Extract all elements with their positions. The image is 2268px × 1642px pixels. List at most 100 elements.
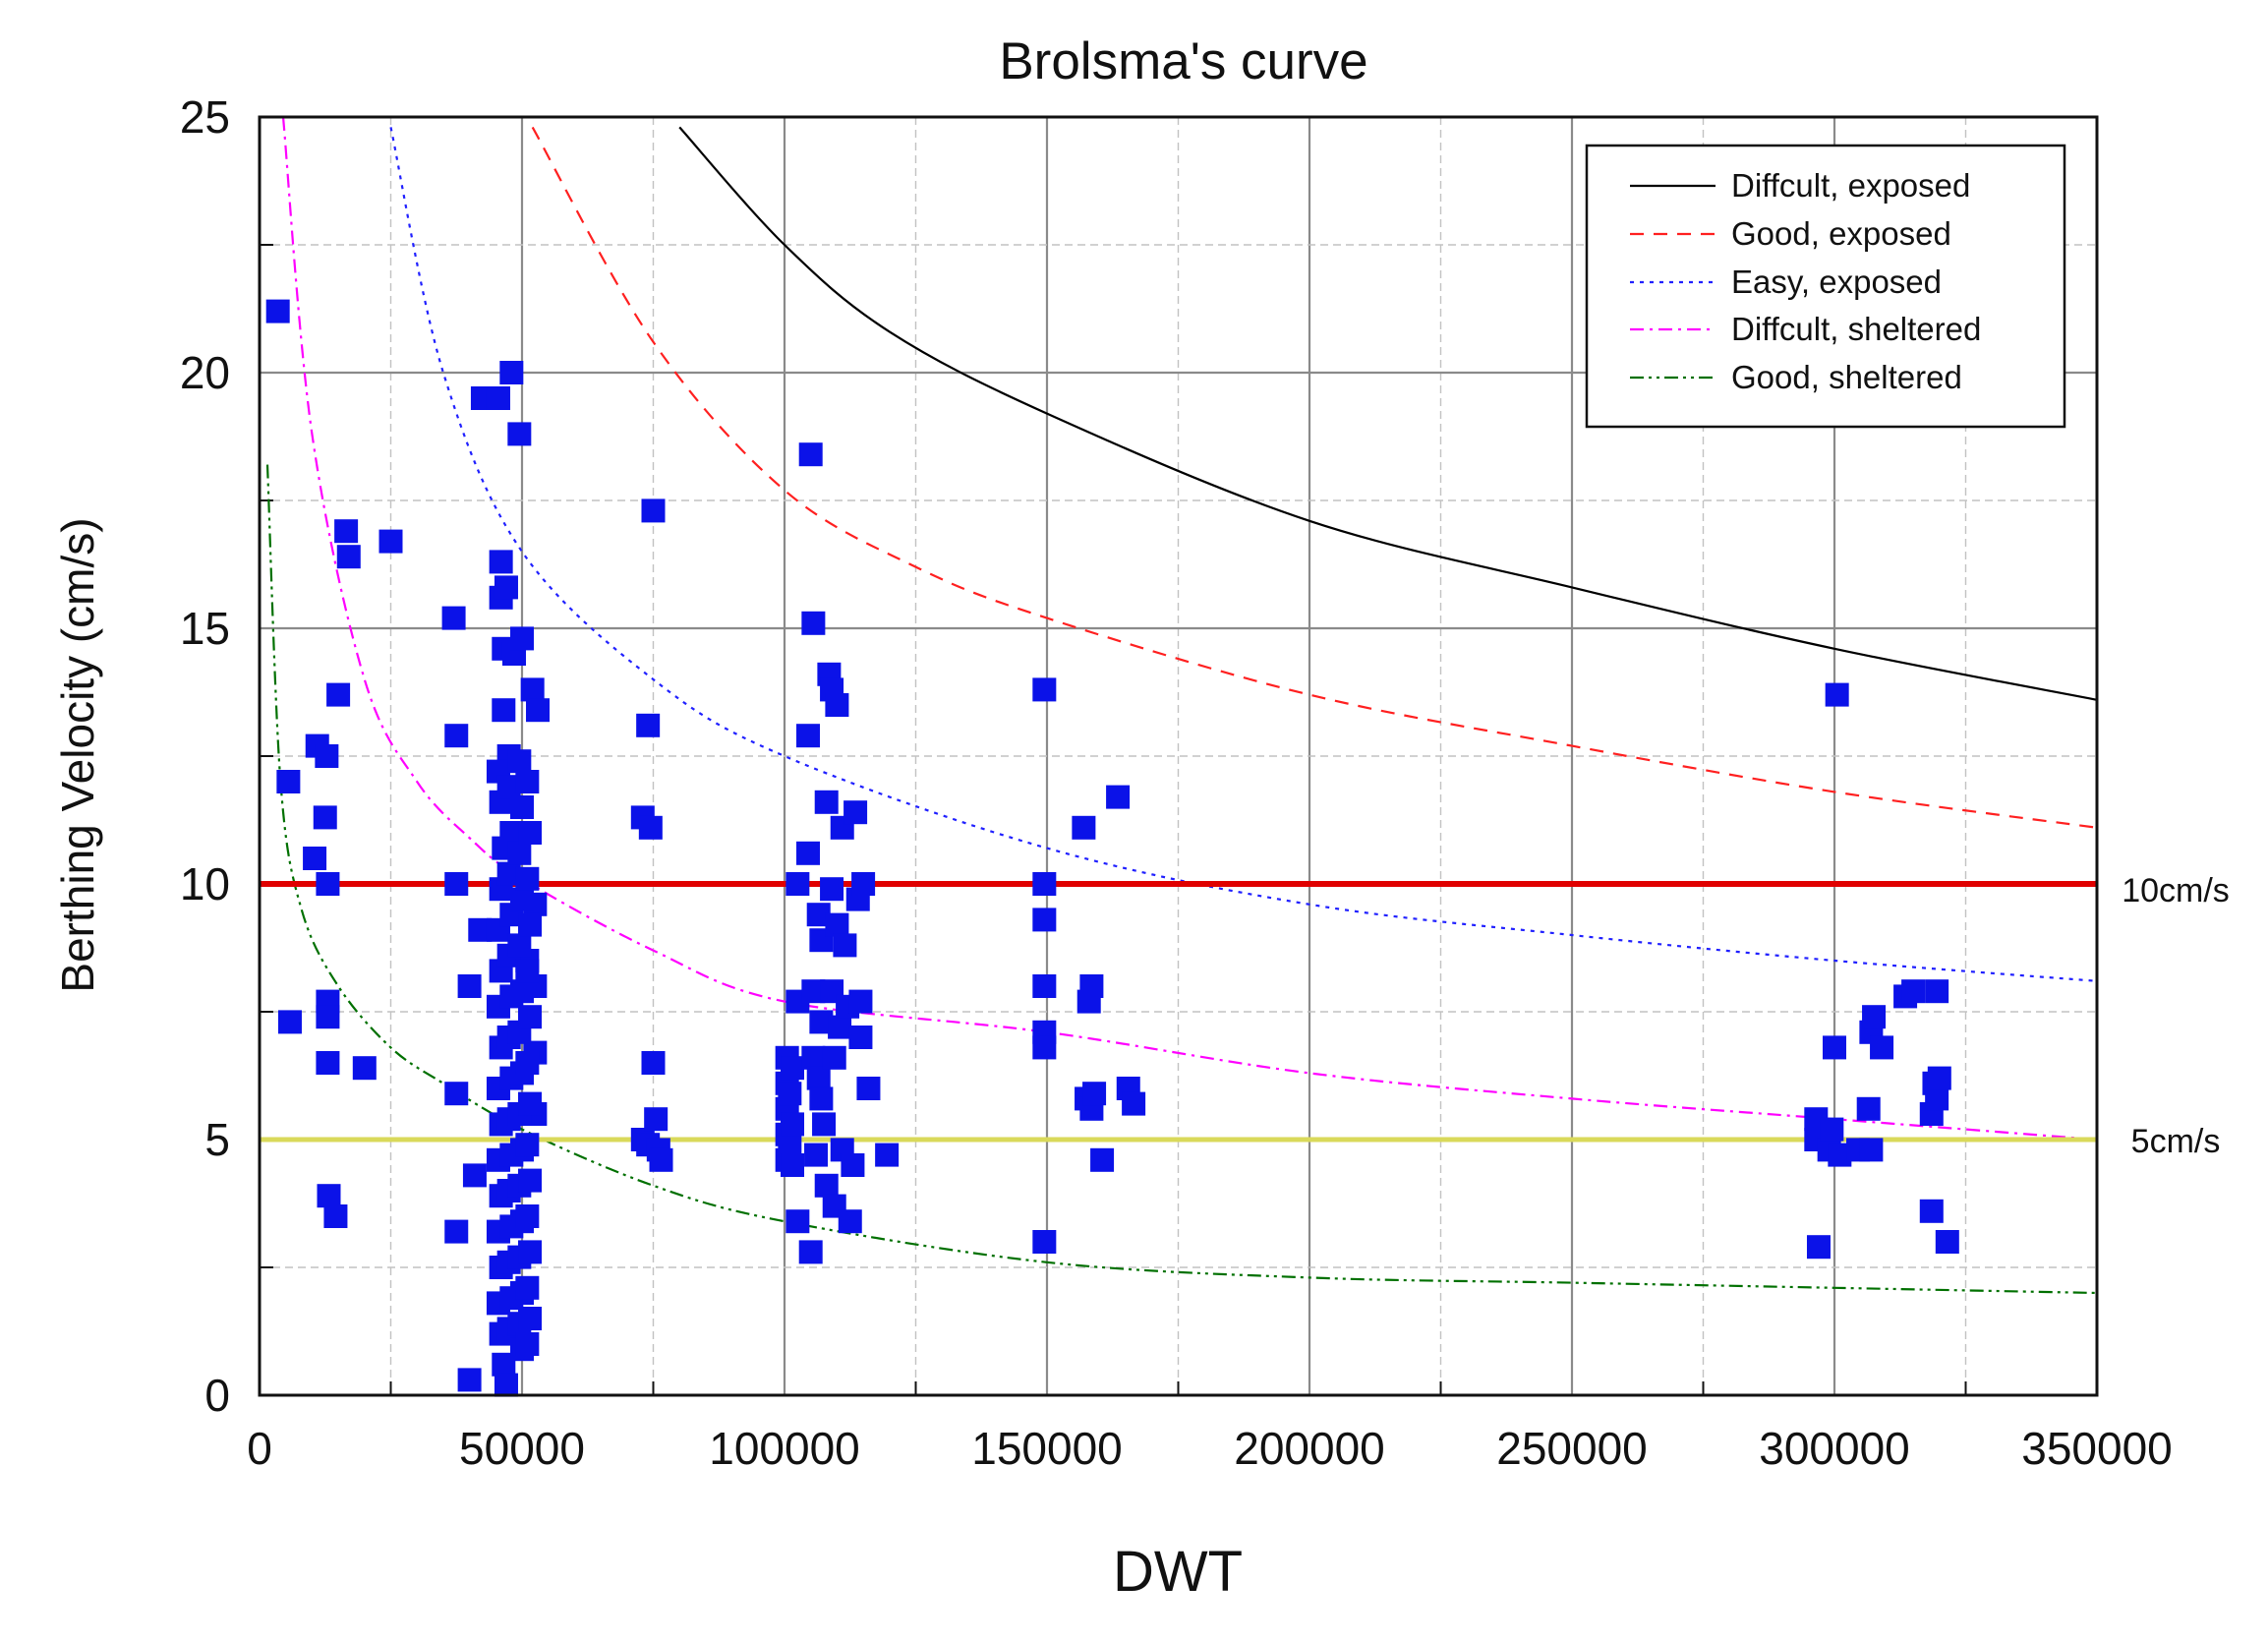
data-point-146 [812, 1112, 837, 1137]
data-point-135 [798, 442, 823, 467]
data-point-38 [507, 422, 532, 446]
x-tick-label: 0 [247, 1423, 272, 1474]
x-tick-label: 350000 [2021, 1423, 2173, 1474]
data-point-142 [806, 1066, 831, 1090]
data-point-160 [833, 933, 857, 958]
x-tick-label: 150000 [971, 1423, 1123, 1474]
data-point-166 [848, 989, 873, 1014]
data-point-125 [778, 1082, 802, 1106]
x-axis-label: DWT [1113, 1540, 1243, 1604]
data-point-183 [1082, 1082, 1107, 1106]
data-point-109 [494, 1373, 518, 1397]
data-point-13 [326, 682, 351, 707]
data-point-95 [518, 821, 543, 845]
y-tick-label: 0 [204, 1370, 230, 1421]
data-point-139 [801, 1045, 826, 1070]
reference-label-5cms: 5cm/s [2131, 1123, 2221, 1160]
legend-box [1585, 144, 2066, 429]
data-point-3 [303, 847, 327, 870]
data-point-133 [796, 724, 821, 748]
curve-0 [678, 126, 2098, 701]
data-point-199 [1859, 1138, 1884, 1162]
data-point-105 [518, 1240, 543, 1264]
data-point-203 [1901, 979, 1926, 1004]
minor-tick-layer [260, 244, 1967, 1395]
data-point-34 [494, 575, 518, 600]
curve-2 [389, 127, 2098, 982]
data-point-193 [1823, 1035, 1846, 1060]
x-tick-label: 300000 [1759, 1423, 1910, 1474]
data-point-151 [820, 877, 844, 902]
data-point-134 [796, 841, 821, 865]
data-point-172 [1032, 872, 1057, 896]
data-point-164 [843, 800, 868, 825]
y-tick-label: 25 [180, 91, 230, 143]
data-point-18 [441, 606, 466, 630]
legend-label-good-sheltered: Good, sheltered [1731, 359, 1962, 395]
data-point-81 [510, 887, 534, 911]
data-point-171 [1032, 677, 1057, 702]
legend-label-easy-exposed: Easy, exposed [1731, 264, 1942, 300]
y-tick-label: 5 [204, 1114, 230, 1165]
data-point-36 [499, 361, 524, 384]
data-point-23 [457, 1368, 482, 1392]
data-point-204 [1919, 1199, 1944, 1223]
data-point-155 [825, 693, 849, 717]
data-point-17 [378, 529, 403, 554]
data-point-79 [510, 795, 534, 819]
data-point-136 [798, 1240, 823, 1264]
data-point-147 [814, 790, 839, 814]
y-axis-label: Berthing Velocity (cm/s) [52, 517, 103, 992]
legend-label-good-exposed: Good, exposed [1731, 215, 1951, 252]
data-point-148 [814, 1173, 839, 1198]
data-point-116 [641, 1051, 666, 1075]
legend-label-diffcult-sheltered: Diffcult, sheltered [1731, 311, 1981, 347]
data-point-1 [276, 770, 301, 793]
data-point-168 [851, 872, 876, 896]
data-point-200 [1862, 1005, 1887, 1029]
data-point-2 [277, 1010, 302, 1034]
x-tick-label: 250000 [1496, 1423, 1648, 1474]
data-point-127 [781, 1056, 805, 1081]
data-point-layer [265, 299, 1959, 1397]
data-point-12 [323, 1204, 348, 1228]
data-point-115 [641, 498, 666, 523]
data-point-194 [1825, 682, 1849, 707]
data-point-29 [489, 550, 513, 574]
data-point-201 [1870, 1035, 1894, 1060]
data-point-210 [1935, 1230, 1959, 1254]
data-point-20 [444, 872, 469, 896]
curve-1 [531, 126, 2098, 829]
data-point-163 [841, 1153, 865, 1177]
data-point-104 [515, 1204, 540, 1228]
data-point-176 [1032, 1035, 1057, 1060]
data-point-39 [510, 626, 534, 651]
data-point-209 [1927, 1066, 1951, 1090]
data-point-100 [515, 1051, 540, 1075]
data-point-112 [636, 713, 661, 737]
data-point-129 [781, 1153, 805, 1177]
legend-label-diffcult-exposed: Diffcult, exposed [1731, 167, 1970, 204]
curve-4 [265, 464, 2098, 1295]
data-point-181 [1079, 974, 1104, 998]
data-point-25 [462, 1163, 487, 1188]
data-point-96 [515, 866, 540, 891]
data-point-162 [838, 1209, 862, 1234]
data-point-128 [781, 1112, 805, 1137]
data-point-16 [352, 1056, 377, 1081]
data-point-106 [515, 1275, 540, 1300]
data-point-78 [507, 749, 532, 774]
data-point-117 [644, 1107, 669, 1132]
data-point-169 [856, 1077, 881, 1100]
data-point-28 [486, 386, 510, 410]
x-tick-label: 50000 [459, 1423, 585, 1474]
data-point-156 [825, 912, 849, 937]
y-tick-label: 10 [180, 858, 230, 909]
chart-title: Brolsma's curve [999, 32, 1367, 90]
data-point-15 [336, 545, 361, 569]
data-point-145 [809, 1086, 834, 1111]
data-point-167 [848, 1026, 873, 1049]
data-point-157 [828, 1015, 852, 1039]
data-point-108 [515, 1332, 540, 1356]
